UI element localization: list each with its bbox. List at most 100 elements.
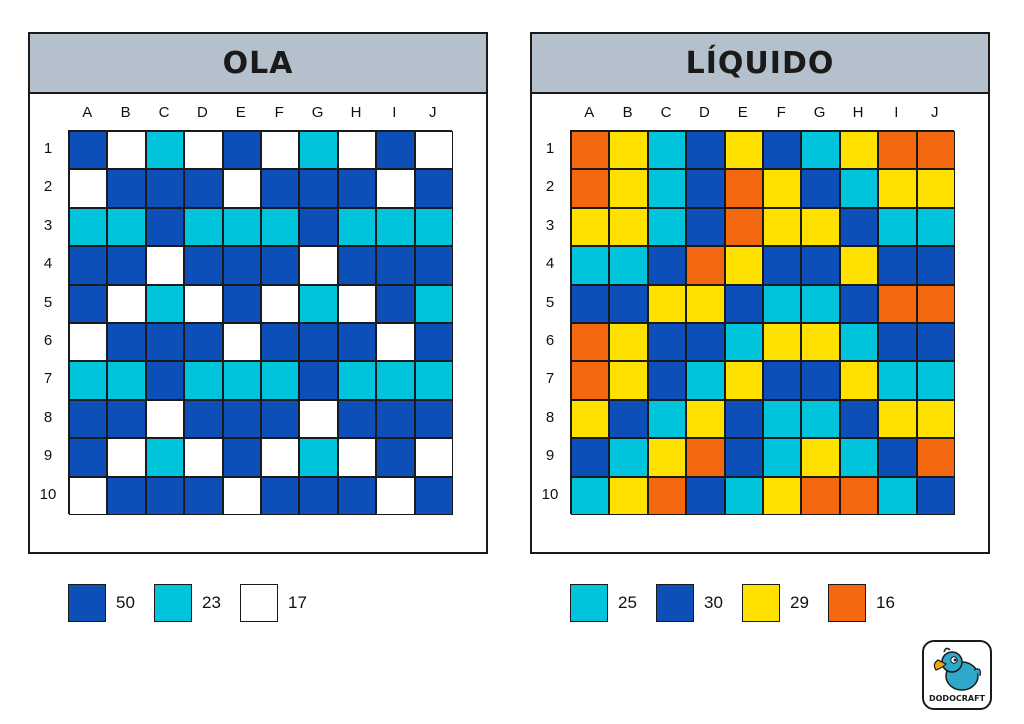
grid-cell: [916, 246, 955, 285]
grid-cell: [337, 476, 377, 515]
grid-cell: [916, 399, 955, 439]
grid-cell: [69, 207, 108, 247]
grid-cell: [724, 169, 763, 208]
logo-text: DODOCRAFT: [928, 694, 986, 703]
grid-cell: [145, 169, 185, 208]
grid-cell: [299, 322, 338, 362]
column-label: D: [196, 104, 208, 121]
grid-cell: [647, 131, 687, 170]
grid-cell: [609, 438, 648, 477]
grid-cell: [686, 131, 725, 170]
column-label: F: [274, 104, 284, 121]
pixel-grid: [68, 130, 453, 515]
grid-cell: [571, 169, 610, 208]
grid-cell: [801, 399, 840, 439]
grid-cell: [145, 361, 185, 400]
grid-cell: [801, 169, 840, 208]
column-label: C: [660, 104, 672, 121]
row-label: 6: [43, 332, 53, 349]
grid-cell: [609, 131, 648, 170]
column-label: D: [698, 104, 710, 121]
grid-cell: [762, 246, 802, 285]
grid-cell: [571, 361, 610, 400]
grid-cell: [571, 322, 610, 362]
grid-cell: [260, 284, 300, 323]
legend-item: 30: [656, 584, 728, 622]
row-label: 1: [545, 140, 555, 157]
grid-cell: [184, 399, 223, 439]
pixel-grid: [570, 130, 955, 515]
grid-cell: [571, 476, 610, 515]
grid-cell: [916, 438, 955, 477]
grid-cell: [299, 361, 338, 400]
grid-cell: [414, 284, 453, 323]
grid-cell: [69, 169, 108, 208]
grid-cell: [571, 131, 610, 170]
row-label: 8: [43, 408, 53, 426]
grid-cell: [107, 438, 146, 477]
grid-cell: [916, 284, 955, 323]
grid-cell: [839, 207, 879, 247]
grid-cell: [801, 361, 840, 400]
grid-cell: [916, 207, 955, 247]
grid-cell: [299, 131, 338, 170]
row-label: 3: [545, 216, 555, 234]
grid-cell: [222, 476, 261, 515]
grid-cell: [724, 207, 763, 247]
grid-cell: [801, 284, 840, 323]
legend-swatch: [828, 584, 866, 622]
grid-cell: [145, 207, 185, 247]
grid-cell: [414, 169, 453, 208]
grid-cell: [801, 322, 840, 362]
grid-cell: [762, 399, 802, 439]
column-label: I: [392, 104, 397, 121]
grid-cell: [337, 284, 377, 323]
grid-cell: [260, 207, 300, 247]
column-label: H: [852, 104, 864, 121]
grid-cell: [609, 322, 648, 362]
grid-cell: [184, 131, 223, 170]
grid-cell: [69, 284, 108, 323]
grid-cell: [724, 399, 763, 439]
grid-cell: [145, 246, 185, 285]
grid-cell: [222, 131, 261, 170]
grid-cell: [414, 399, 453, 439]
grid-cell: [839, 399, 879, 439]
grid-cell: [609, 361, 648, 400]
grid-cell: [299, 476, 338, 515]
grid-cell: [69, 476, 108, 515]
legend-count: 50: [116, 593, 135, 612]
legend-count: 17: [288, 593, 307, 612]
grid-cell: [222, 399, 261, 439]
grid-cell: [878, 322, 917, 362]
grid-cell: [107, 169, 146, 208]
grid-cell: [801, 438, 840, 477]
column-label: J: [429, 104, 437, 121]
grid-cell: [647, 361, 687, 400]
grid-cell: [337, 322, 377, 362]
grid-cell: [69, 246, 108, 285]
column-label: H: [350, 104, 362, 121]
grid-cell: [686, 322, 725, 362]
column-label: B: [120, 104, 131, 121]
grid-cell: [376, 399, 415, 439]
grid-cell: [878, 169, 917, 208]
grid-cell: [145, 284, 185, 323]
grid-cell: [647, 284, 687, 323]
grid-cell: [878, 284, 917, 323]
row-label: 7: [43, 370, 53, 388]
grid-cell: [337, 399, 377, 439]
grid-cell: [724, 361, 763, 400]
grid-cell: [801, 246, 840, 285]
grid-cell: [839, 284, 879, 323]
grid-cell: [107, 399, 146, 439]
grid-cell: [839, 169, 879, 208]
grid-cell: [107, 476, 146, 515]
grid-cell: [414, 207, 453, 247]
grid-cell: [260, 399, 300, 439]
grid-cell: [916, 131, 955, 170]
grid-cell: [222, 322, 261, 362]
row-label: 2: [43, 178, 53, 196]
grid-cell: [724, 322, 763, 362]
grid-cell: [299, 207, 338, 247]
